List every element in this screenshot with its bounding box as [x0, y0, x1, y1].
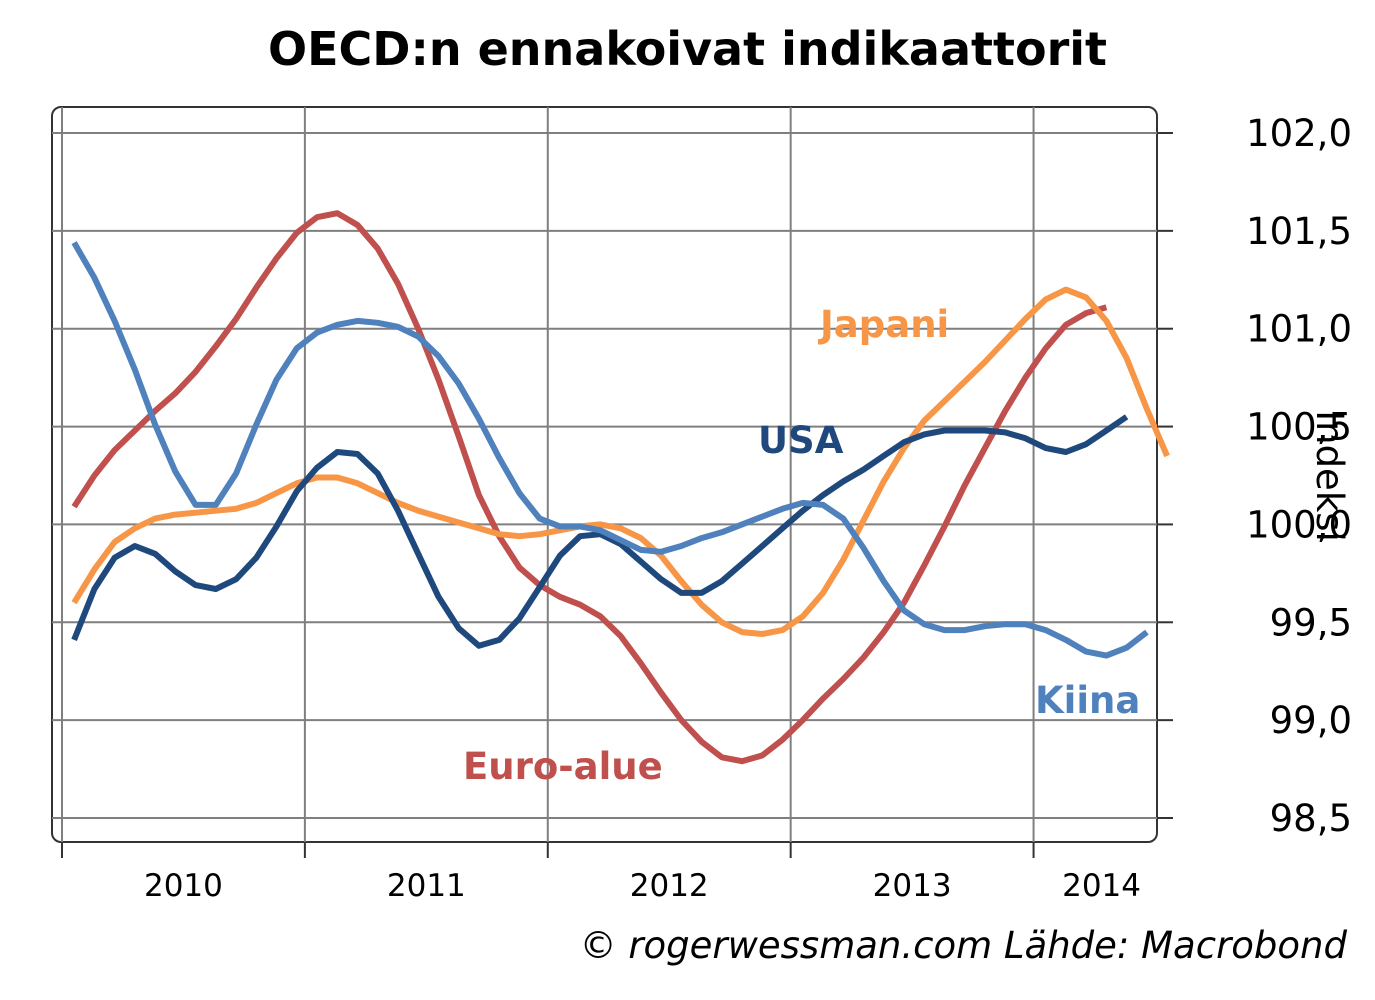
series-layer [71, 210, 1170, 765]
series-line-euro-alue [71, 210, 1108, 765]
plot-frame [51, 106, 1158, 843]
y-tick-label: 102,0 [1246, 112, 1352, 155]
x-tick-label: 2010 [144, 868, 223, 904]
x-tick-label: 2014 [1062, 868, 1141, 904]
series-label-euro-alue: Euro-alue [463, 745, 663, 788]
series-line-usa [71, 414, 1129, 649]
y-tick-label: 100,5 [1246, 406, 1352, 449]
series-line-japani [71, 286, 1170, 637]
series-label-kiina: Kiina [1035, 679, 1140, 722]
chart-title: OECD:n ennakoivat indikaattorit [267, 22, 1108, 76]
x-tick-label: 2013 [873, 868, 952, 904]
source-credit: © rogerwessman.com Lähde: Macrobond [579, 924, 1347, 967]
series-line-kiina [71, 241, 1149, 659]
y-tick-label: 101,0 [1246, 308, 1352, 351]
series-label-usa: USA [758, 419, 844, 462]
series-label-japani: Japani [817, 303, 949, 346]
x-tick-label: 2012 [630, 868, 709, 904]
y-tick-label: 100,0 [1246, 503, 1352, 546]
grid-layer [51, 106, 1158, 843]
y-axis-label: Indeksi [1308, 410, 1351, 542]
label-layer: Japani USA Kiina Euro-alue [463, 303, 1140, 788]
x-tick-label: 2011 [387, 868, 466, 904]
y-tick-label: 101,5 [1246, 210, 1352, 253]
y-tick-label: 99,0 [1270, 699, 1352, 742]
y-tick-label: 99,5 [1270, 601, 1352, 644]
axis-layer: 98,5 99,0 99,5 100,0 100,5 101,0 101,5 102,0 201… [61, 112, 1352, 904]
y-tick-label: 98,5 [1270, 797, 1352, 840]
